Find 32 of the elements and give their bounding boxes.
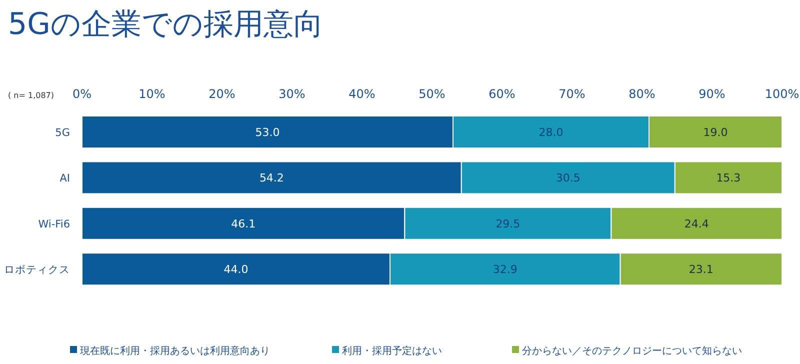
y-tick-label: AI [60,172,70,185]
y-tick-label: Wi-Fi6 [38,218,70,230]
data-label: 53.0 [255,126,280,139]
data-label: 44.0 [224,263,248,276]
x-tick-label: 100% [764,87,800,101]
x-tick-label: 60% [488,87,516,101]
chart-title: 5Gの企業での採用意向 [8,7,324,42]
legend-label: 利用・採用予定はない [342,345,442,357]
data-label: 15.3 [716,172,741,185]
x-tick-label: 80% [628,87,656,101]
x-tick-label: 40% [348,87,376,101]
legend-label: 現在既に利用・採用あるいは利用意向あり [80,345,270,357]
legend-label: 分からない／そのテクノロジーについて知らない [522,345,742,357]
data-label: 32.9 [492,263,518,276]
x-tick-label: 70% [558,87,586,101]
y-tick-label: ロボティクス [4,264,70,276]
data-label: 24.4 [684,217,709,230]
data-label: 46.1 [231,217,256,230]
x-tick-label: 0% [72,87,92,101]
y-tick-label: 5G [55,127,70,139]
data-label: 28.0 [538,126,564,139]
x-tick-label: 50% [418,87,446,101]
x-tick-label: 10% [138,87,166,101]
text: ( n= 1,087) [8,91,54,100]
data-label: 54.2 [259,172,284,185]
x-tick-label: 20% [208,87,236,101]
data-label: 29.5 [496,217,520,230]
x-tick-label: 90% [698,87,726,101]
data-label: 23.1 [688,263,714,276]
data-label: 30.5 [556,172,580,185]
x-tick-label: 30% [278,87,306,101]
data-label: 19.0 [703,126,728,139]
